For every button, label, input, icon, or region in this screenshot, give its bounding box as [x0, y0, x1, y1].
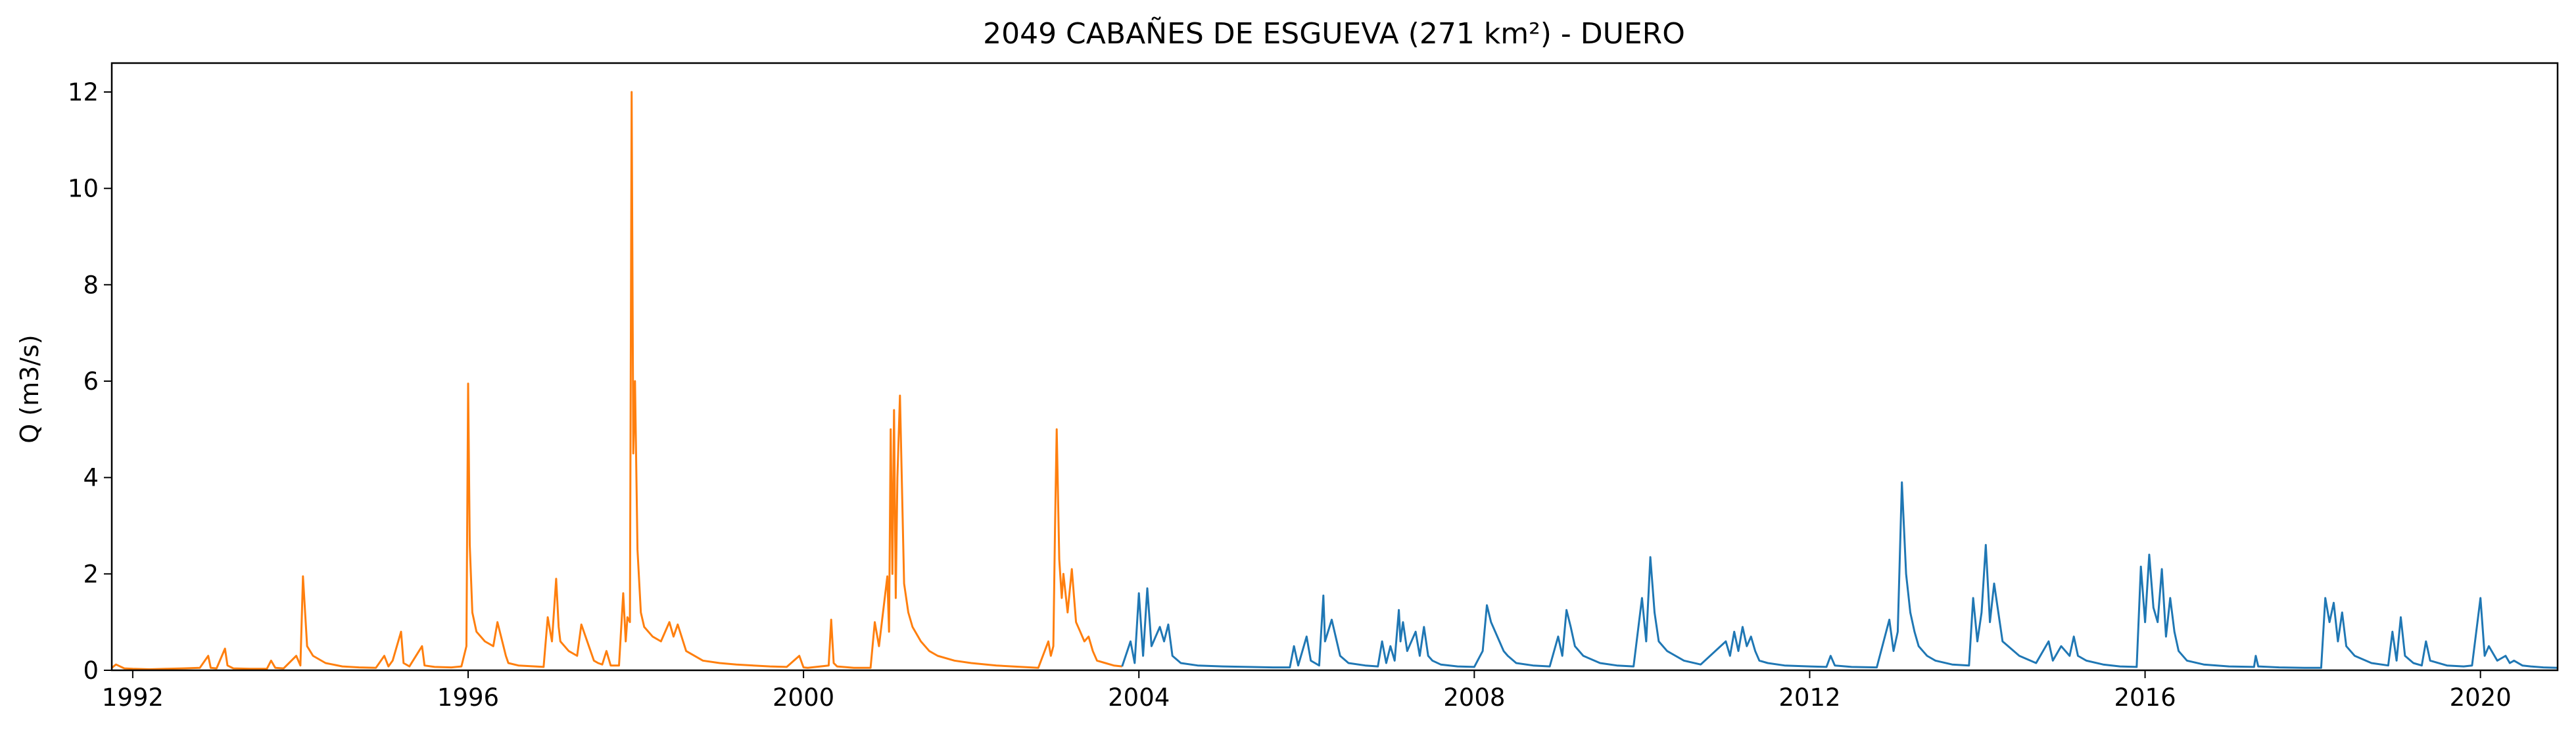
x-tick-label: 1992: [102, 683, 164, 712]
y-tick-label: 12: [68, 78, 99, 106]
y-tick-label: 10: [68, 175, 99, 203]
y-tick-label: 2: [83, 560, 99, 588]
series-line-0: [111, 91, 1122, 670]
series-layer: [111, 91, 2558, 670]
x-tick-label: 2016: [2114, 683, 2176, 712]
y-axis-label: Q (m3/s): [15, 334, 44, 443]
x-tick-label: 2000: [773, 683, 834, 712]
y-tick-label: 0: [83, 656, 99, 685]
x-tick-label: 2008: [1443, 683, 1505, 712]
x-tick-label: 2012: [1778, 683, 1840, 712]
y-tick-label: 4: [83, 464, 99, 492]
series-line-1: [1121, 481, 2558, 669]
x-tick-label: 2004: [1108, 683, 1170, 712]
y-tick-label: 6: [83, 367, 99, 396]
x-tick-label: 2020: [2450, 683, 2512, 712]
plot-frame: [110, 62, 2559, 672]
axes-layer: 0 2 4 6 8 10 12 1992 1996 2000 2004 2008 2012 2016 202…: [68, 62, 2559, 712]
chart-title: 2049 CABAÑES DE ESGUEVA (271 km²) - DUER…: [983, 16, 1685, 51]
x-tick-label: 1996: [437, 683, 499, 712]
y-tick-label: 8: [83, 271, 99, 299]
